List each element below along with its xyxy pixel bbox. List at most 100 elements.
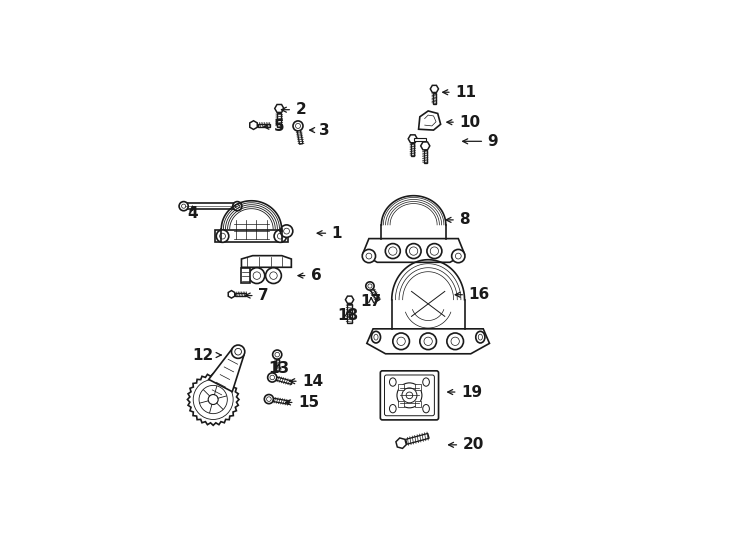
Text: 2: 2 (296, 102, 306, 117)
Bar (399, 384, 404, 390)
Ellipse shape (374, 334, 378, 340)
Circle shape (397, 383, 422, 408)
Bar (415, 401, 421, 407)
Circle shape (366, 253, 372, 259)
Circle shape (296, 124, 300, 129)
Circle shape (385, 244, 400, 259)
Circle shape (231, 345, 244, 359)
Circle shape (272, 350, 282, 359)
Text: 13: 13 (268, 361, 289, 376)
Circle shape (397, 337, 405, 346)
Circle shape (274, 230, 286, 242)
Text: 6: 6 (311, 268, 321, 283)
Polygon shape (275, 359, 279, 371)
Text: 5: 5 (274, 119, 284, 134)
Polygon shape (258, 124, 269, 127)
Text: 12: 12 (192, 348, 214, 362)
Polygon shape (235, 293, 247, 296)
Polygon shape (367, 329, 490, 354)
Polygon shape (241, 268, 250, 283)
Text: 17: 17 (360, 294, 382, 309)
Text: 3: 3 (319, 123, 330, 138)
Circle shape (208, 395, 218, 404)
Circle shape (406, 244, 421, 259)
Circle shape (451, 337, 459, 346)
Circle shape (179, 201, 188, 211)
Polygon shape (371, 289, 379, 301)
Circle shape (235, 204, 239, 208)
Circle shape (277, 233, 283, 239)
Polygon shape (228, 291, 235, 298)
Polygon shape (418, 111, 440, 130)
Polygon shape (250, 121, 258, 130)
Ellipse shape (390, 378, 396, 386)
Circle shape (406, 392, 413, 399)
Circle shape (235, 348, 241, 355)
Circle shape (181, 204, 186, 208)
Circle shape (388, 247, 397, 255)
Circle shape (264, 395, 274, 404)
Polygon shape (185, 203, 236, 209)
Polygon shape (396, 438, 407, 448)
Circle shape (233, 201, 242, 211)
Bar (415, 384, 421, 390)
Polygon shape (421, 142, 430, 150)
Text: 9: 9 (487, 134, 498, 149)
Text: 11: 11 (455, 85, 476, 100)
Circle shape (283, 228, 289, 234)
Polygon shape (346, 296, 354, 303)
Polygon shape (275, 105, 284, 112)
Circle shape (199, 386, 228, 414)
Text: 1: 1 (332, 226, 342, 241)
Polygon shape (208, 349, 244, 392)
Polygon shape (433, 93, 436, 104)
Circle shape (430, 247, 438, 255)
Ellipse shape (371, 332, 380, 343)
Circle shape (402, 388, 417, 403)
Circle shape (424, 337, 432, 346)
Text: 4: 4 (187, 206, 197, 221)
Circle shape (266, 397, 271, 401)
Circle shape (275, 352, 280, 357)
Circle shape (253, 272, 261, 279)
FancyBboxPatch shape (380, 371, 438, 420)
Bar (413, 138, 426, 141)
Text: 15: 15 (298, 395, 319, 410)
Polygon shape (408, 135, 418, 143)
Ellipse shape (423, 378, 429, 386)
Circle shape (266, 268, 281, 284)
Text: 16: 16 (468, 287, 490, 302)
Circle shape (447, 333, 463, 349)
Circle shape (451, 249, 465, 263)
Polygon shape (406, 434, 429, 444)
Circle shape (280, 225, 293, 238)
Circle shape (293, 121, 303, 131)
Circle shape (249, 268, 265, 284)
Text: 8: 8 (459, 212, 470, 227)
Polygon shape (215, 230, 288, 242)
Polygon shape (347, 304, 352, 322)
Polygon shape (430, 85, 438, 92)
Circle shape (410, 247, 418, 255)
Polygon shape (297, 131, 303, 144)
Circle shape (366, 282, 374, 290)
Circle shape (363, 249, 376, 263)
Ellipse shape (476, 332, 485, 343)
Text: 14: 14 (302, 374, 323, 389)
Text: 19: 19 (461, 384, 482, 400)
Ellipse shape (479, 334, 482, 340)
Circle shape (219, 233, 225, 239)
Polygon shape (363, 239, 465, 262)
Text: 18: 18 (338, 308, 358, 322)
Circle shape (427, 244, 442, 259)
Text: 20: 20 (462, 437, 484, 453)
Bar (399, 401, 404, 407)
Circle shape (269, 272, 277, 279)
Circle shape (193, 380, 233, 420)
Circle shape (217, 230, 229, 242)
FancyBboxPatch shape (385, 375, 435, 416)
Polygon shape (424, 151, 427, 163)
Circle shape (270, 375, 275, 380)
Circle shape (455, 253, 461, 259)
Text: 10: 10 (459, 114, 481, 130)
